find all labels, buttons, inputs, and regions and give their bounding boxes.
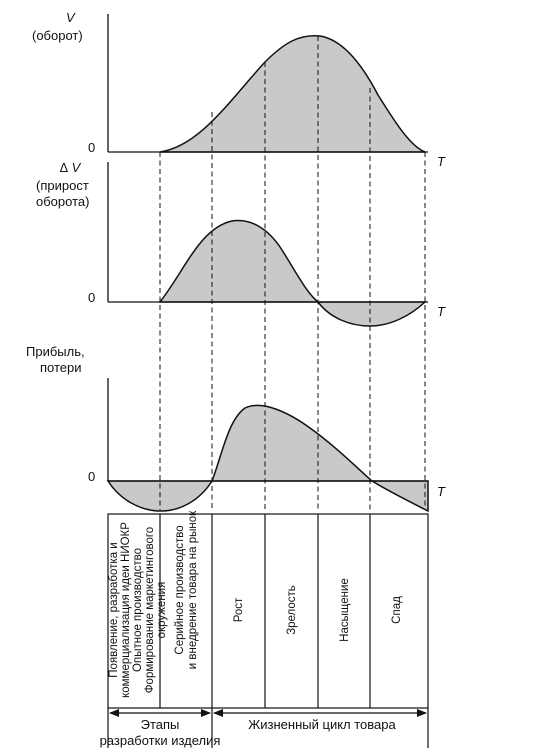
profit-loss-chart: Прибыль, потери 0 T	[26, 344, 446, 513]
profit-t-label: T	[437, 484, 446, 499]
stage-development-cell: Появление, разработка и коммерциализация…	[108, 522, 168, 698]
stage-development-line-3: Опытное производство	[132, 548, 144, 672]
profit-curve	[210, 404, 374, 482]
loss-curve-decline	[369, 480, 429, 513]
lifecycle-span-label: Жизненный цикл товара	[248, 717, 396, 732]
turnover-y-sublabel: (оборот)	[32, 28, 83, 43]
stage-production-line-2: и внедрение товара на рынок	[187, 510, 199, 669]
growth-negative-curve	[316, 301, 427, 327]
development-span-label-2: разработки изделия	[100, 733, 221, 748]
turnover-zero-label: 0	[88, 140, 95, 155]
stage-growth-cell: Рост	[233, 597, 245, 622]
growth-positive-curve	[158, 219, 321, 303]
stage-saturation-label: Насыщение	[339, 578, 351, 642]
growth-y-sublabel-1: (прирост	[36, 178, 89, 193]
stage-saturation-cell: Насыщение	[339, 578, 351, 642]
stage-maturity-label: Зрелость	[286, 585, 298, 635]
footer-spans: Этапы разработки изделия Жизненный цикл …	[100, 708, 429, 748]
profit-y-sublabel: потери	[40, 360, 82, 375]
profit-y-label: Прибыль,	[26, 344, 85, 359]
growth-zero-label: 0	[88, 290, 95, 305]
development-span-label-1: Этапы	[141, 717, 180, 732]
profit-zero-label: 0	[88, 469, 95, 484]
growth-y-label: ∆ V	[60, 160, 82, 175]
stage-production-cell: Серийное производство и внедрение товара…	[174, 510, 199, 669]
stage-production-line-1: Серийное производство	[174, 525, 186, 654]
turnover-t-label: T	[437, 154, 446, 169]
turnover-growth-chart: ∆ V (прирост оборота) 0 T	[36, 160, 446, 327]
turnover-y-label: V	[66, 10, 76, 25]
stage-growth-label: Рост	[233, 597, 245, 622]
growth-y-sublabel-2: оборота)	[36, 194, 89, 209]
stage-development-line-2: коммерциализация идеи НИОКР	[120, 522, 132, 698]
stage-decline-label: Спад	[391, 596, 403, 624]
stage-development-line-5: окружения	[156, 582, 168, 639]
stage-development-line-4: Формирование маркетингового	[144, 527, 156, 693]
stage-decline-cell: Спад	[391, 596, 403, 624]
turnover-curve	[159, 34, 426, 153]
stages-table-border	[107, 513, 429, 709]
growth-t-label: T	[437, 304, 446, 319]
stage-development-line-1: Появление, разработка и	[108, 542, 120, 677]
stage-divider-lines	[159, 36, 426, 510]
turnover-chart: V (оборот) 0 T	[32, 10, 446, 169]
stages-table: Появление, разработка и коммерциализация…	[107, 510, 429, 709]
stage-maturity-cell: Зрелость	[286, 585, 298, 635]
